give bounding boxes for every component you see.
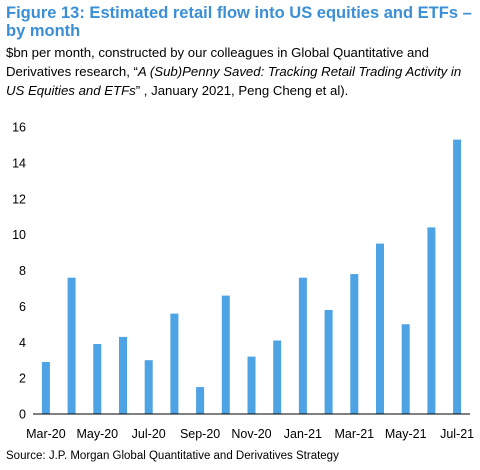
bar-Apr-21	[376, 243, 384, 414]
y-tick-label-12: 12	[12, 192, 26, 206]
x-tick-label-May-21: May-21	[385, 427, 427, 441]
x-tick-label-Jan-21: Jan-21	[284, 427, 322, 441]
source-note: Source: J.P. Morgan Global Quantitative …	[6, 450, 339, 462]
chart-subtitle: $bn per month, constructed by our collea…	[6, 43, 478, 100]
x-tick-label-Jul-20: Jul-20	[132, 427, 166, 441]
bar-Jun-21	[427, 227, 436, 414]
y-tick-label-16: 16	[12, 121, 26, 135]
subtitle-text-1: $bn per month, constructed by our collea…	[6, 45, 429, 79]
bar-Apr-20	[67, 277, 76, 414]
bar-Jan-21	[298, 277, 307, 414]
x-tick-label-Jul-21: Jul-21	[440, 427, 474, 441]
bar-Jun-20	[119, 336, 127, 414]
y-tick-label-2: 2	[19, 372, 26, 386]
chart-title: Figure 13: Estimated retail flow into US…	[6, 4, 472, 40]
y-tick-label-6: 6	[19, 300, 26, 314]
bar-May-20	[93, 344, 102, 414]
bar-Nov-20	[247, 356, 256, 414]
x-tick-label-Mar-21: Mar-21	[335, 427, 375, 441]
bar-chart: 0 2 4 6 8 10 12 14 16 Mar-20 May-20 Jul-20 Sep-20 Nov…	[12, 121, 474, 442]
bar-May-21	[401, 324, 410, 414]
bar-Mar-21	[350, 274, 359, 414]
bar-Aug-20	[170, 313, 179, 414]
y-tick-label-8: 8	[19, 264, 26, 278]
y-tick-label-14: 14	[12, 156, 26, 170]
subtitle-text-2: ” , January 2021, Peng Cheng et al).	[135, 83, 349, 98]
subtitle-italic-1: A (Sub)Penny Saved: Tracking Retail Trad…	[137, 64, 448, 79]
bar-Sep-20	[196, 387, 205, 414]
x-tick-label-Mar-20: Mar-20	[26, 427, 66, 441]
bar-Dec-20	[273, 340, 282, 414]
x-tick-label-May-20: May-20	[76, 427, 118, 441]
bar-Jul-21	[453, 139, 462, 414]
y-tick-label-10: 10	[12, 228, 26, 242]
bar-Oct-20	[221, 295, 230, 414]
y-tick-label-4: 4	[19, 336, 26, 350]
bar-Jul-20	[144, 360, 153, 414]
x-tick-label-Nov-20: Nov-20	[231, 427, 271, 441]
bar-Mar-20	[41, 362, 50, 414]
x-tick-label-Sep-20: Sep-20	[180, 427, 220, 441]
bar-Feb-21	[324, 310, 333, 414]
y-tick-label-0: 0	[19, 408, 26, 422]
subtitle-italic-2: in US Equities and ETFs	[6, 64, 462, 98]
